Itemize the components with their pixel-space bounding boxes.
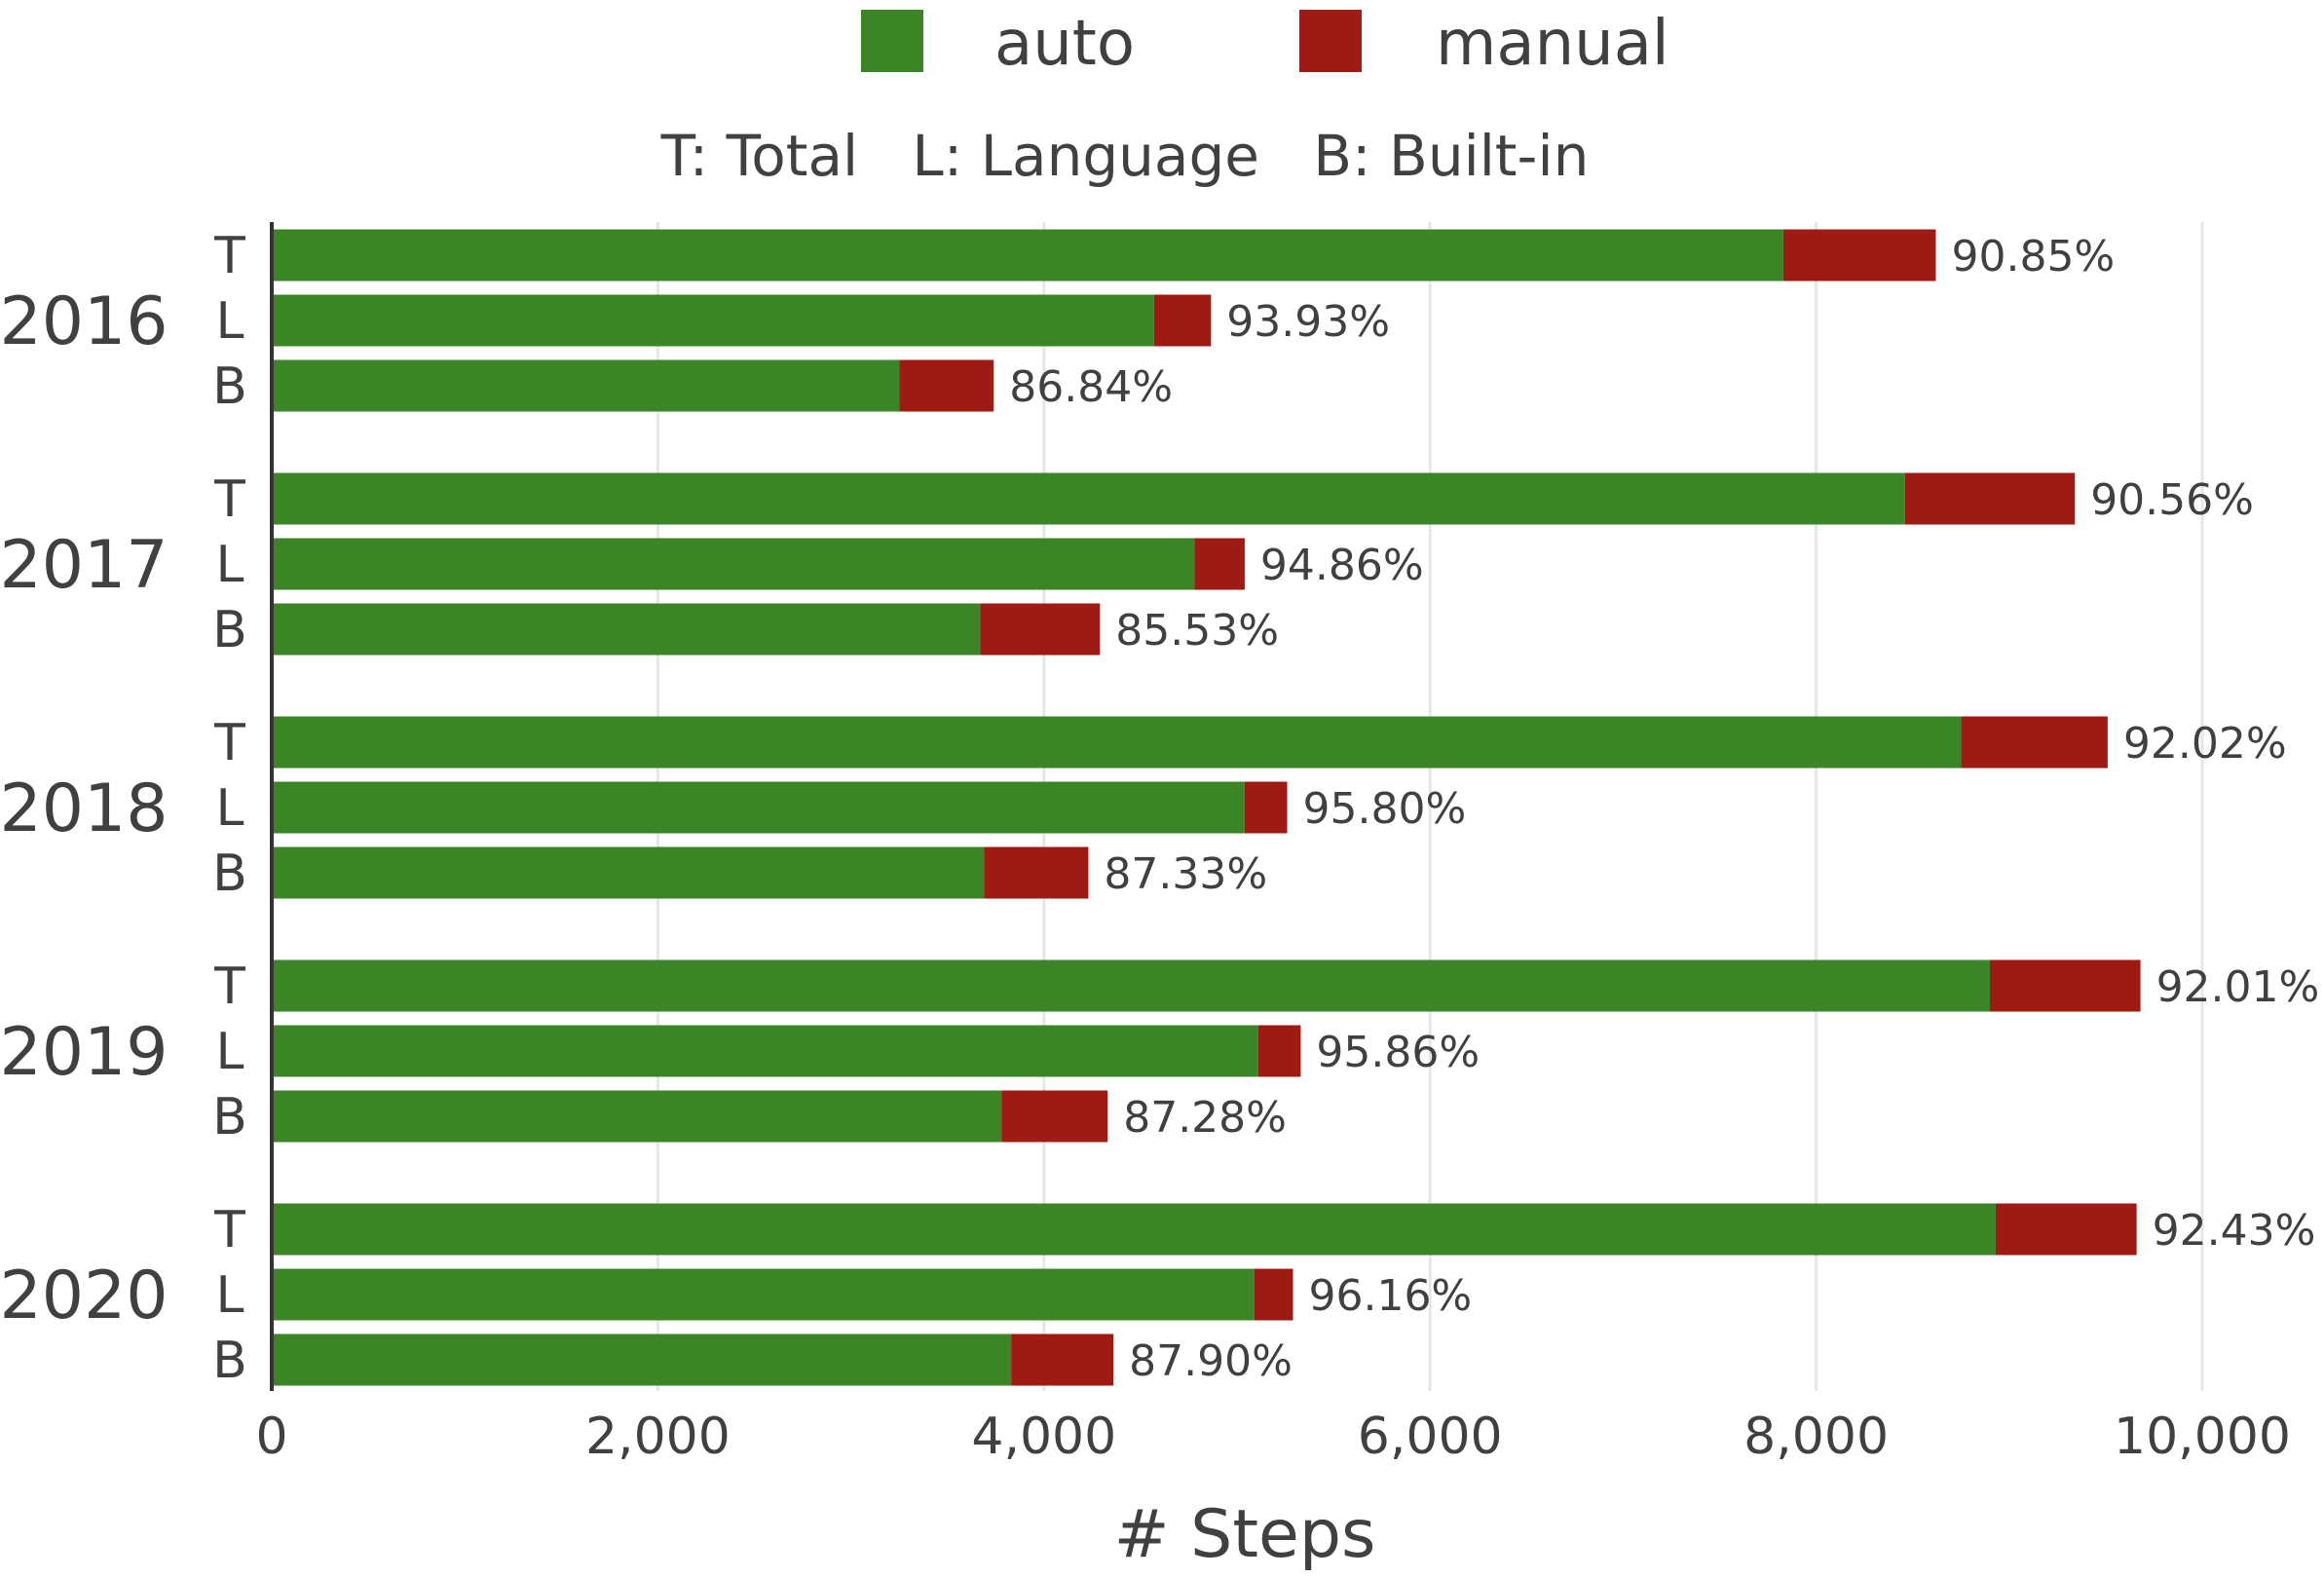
bar-manual <box>1001 1090 1108 1143</box>
bar-manual <box>1011 1334 1114 1386</box>
year-label: 2019 <box>0 1014 169 1091</box>
x-axis-ticks: 0 2,000 4,000 6,000 8,000 10,000 <box>255 1408 2291 1466</box>
bar-percent-label: 93.93% <box>1226 297 1390 347</box>
row-label: T <box>213 227 245 285</box>
row-label: T <box>213 958 245 1016</box>
row-label: T <box>213 714 245 772</box>
bar-labels: 90.85% 93.93% 86.84% 90.56% 94.86% 85.53% 92.0… <box>1009 232 2319 1386</box>
bar-percent-label: 92.01% <box>2156 962 2320 1012</box>
bar-percent-label: 87.90% <box>1129 1336 1293 1386</box>
bar-percent-label: 87.28% <box>1123 1093 1287 1143</box>
bar-auto <box>272 472 1905 525</box>
bar-percent-label: 87.33% <box>1104 849 1267 899</box>
row-label: L <box>216 1266 244 1325</box>
bar-manual <box>1961 716 2108 769</box>
x-tick-label: 2,000 <box>585 1408 731 1466</box>
bar-percent-label: 94.86% <box>1260 541 1424 590</box>
year-label: 2016 <box>0 283 169 360</box>
row-label: T <box>213 470 245 529</box>
bar-manual <box>1989 959 2141 1012</box>
year-label: 2020 <box>0 1258 169 1334</box>
bar-percent-label: 96.16% <box>1308 1271 1472 1321</box>
bar-manual <box>1782 229 1936 282</box>
bar-manual <box>899 359 994 412</box>
x-axis-title: # Steps <box>1114 1496 1376 1573</box>
legend-swatch-auto <box>861 10 923 72</box>
bar-auto <box>272 359 900 412</box>
bar-auto <box>272 1203 1996 1256</box>
bar-percent-label: 92.02% <box>2123 719 2287 769</box>
bar-auto <box>272 294 1154 347</box>
row-label: B <box>212 357 247 416</box>
row-label: L <box>216 292 244 351</box>
gridlines <box>656 222 2204 1391</box>
bar-percent-label: 92.43% <box>2153 1206 2316 1256</box>
bar-manual <box>1153 294 1212 347</box>
row-label: B <box>212 1332 247 1390</box>
bar-manual <box>984 846 1089 899</box>
bar-percent-label: 95.80% <box>1303 784 1467 834</box>
legend-label-manual: manual <box>1436 8 1669 80</box>
chart-subtitle: T: Total L: Language B: Built-in <box>660 123 1590 189</box>
row-label: B <box>212 845 247 903</box>
bar-manual <box>1257 1025 1301 1077</box>
bars <box>272 229 2141 1386</box>
bar-auto <box>272 1334 1012 1386</box>
bar-manual <box>1244 781 1288 834</box>
legend-label-auto: auto <box>994 8 1135 80</box>
bar-auto <box>272 846 985 899</box>
bar-manual <box>1904 472 2076 525</box>
bar-auto <box>272 229 1783 282</box>
bar-auto <box>272 781 1245 834</box>
bar-percent-label: 90.56% <box>2090 475 2254 525</box>
row-label: L <box>216 779 244 838</box>
row-label: B <box>212 601 247 659</box>
bar-auto <box>272 1268 1255 1321</box>
x-tick-label: 4,000 <box>971 1408 1116 1466</box>
bar-auto <box>272 1090 1002 1143</box>
bar-percent-label: 86.84% <box>1009 362 1173 412</box>
bar-percent-label: 90.85% <box>1951 232 2115 282</box>
bar-manual <box>1995 1203 2137 1256</box>
year-labels: 2016 2017 2018 2019 2020 <box>0 283 169 1334</box>
bar-auto <box>272 716 1962 769</box>
bar-auto <box>272 959 1990 1012</box>
bar-auto <box>272 603 981 656</box>
bar-percent-label: 95.86% <box>1316 1028 1480 1077</box>
year-label: 2017 <box>0 527 169 604</box>
legend: auto manual <box>861 8 1669 80</box>
bar-percent-label: 85.53% <box>1115 606 1279 656</box>
bar-auto <box>272 1025 1258 1077</box>
row-label: T <box>213 1201 245 1259</box>
x-tick-label: 8,000 <box>1743 1408 1889 1466</box>
legend-swatch-manual <box>1299 10 1362 72</box>
row-label: B <box>212 1088 247 1146</box>
x-tick-label: 10,000 <box>2114 1408 2291 1466</box>
bar-manual <box>1194 538 1245 590</box>
bar-manual <box>980 603 1101 656</box>
row-label: L <box>216 1023 244 1081</box>
row-label: L <box>216 536 244 594</box>
bar-auto <box>272 538 1195 590</box>
year-label: 2018 <box>0 770 169 847</box>
x-tick-label: 6,000 <box>1358 1408 1503 1466</box>
bar-manual <box>1254 1268 1293 1321</box>
x-tick-label: 0 <box>255 1408 287 1466</box>
